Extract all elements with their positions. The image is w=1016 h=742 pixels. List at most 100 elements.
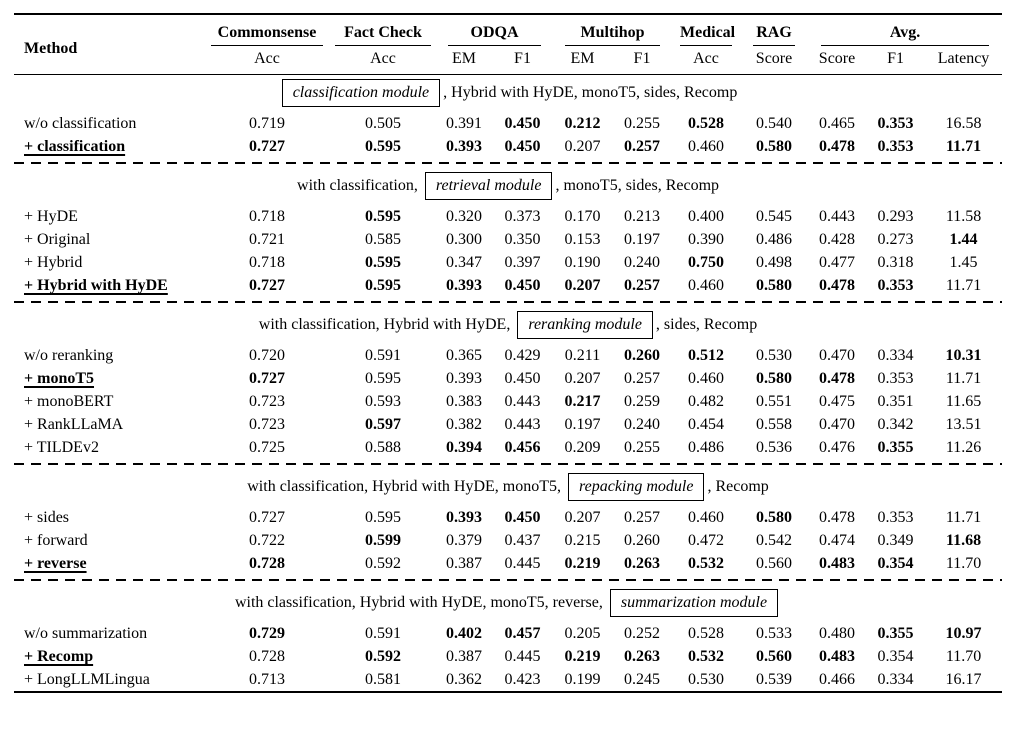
value-cell: 11.68	[945, 532, 982, 549]
sub-header-multihop-f1: F1	[612, 46, 673, 75]
value-cell: 0.423	[504, 671, 541, 688]
value-cell: 0.450	[504, 115, 541, 132]
table-row: + reverse 0.728 0.592 0.387 0.445 0.219 0.263 0…	[14, 552, 1002, 575]
sub-header-rag-score: Score	[740, 46, 809, 75]
value-cell: 0.536	[756, 439, 793, 456]
ablation-results-table: Method Commonsense Fact Check ODQA Multi…	[14, 13, 1003, 693]
value-cell: 0.393	[446, 509, 482, 526]
section-config-post-text: , sides, Recomp	[655, 316, 758, 333]
value-cell: 0.477	[819, 254, 856, 271]
value-cell: 0.476	[819, 439, 856, 456]
value-cell: 0.592	[365, 555, 401, 572]
value-cell: 0.199	[564, 671, 601, 688]
value-cell: 0.257	[624, 277, 660, 294]
method-cell: + forward	[24, 532, 88, 549]
value-cell: 11.65	[945, 393, 982, 410]
value-cell: 0.480	[819, 625, 856, 642]
value-cell: 0.713	[249, 671, 285, 688]
value-cell: 0.257	[624, 138, 660, 155]
dashed-separator-row	[14, 575, 1003, 585]
group-header-rag: RAG	[740, 14, 808, 46]
value-cell: 0.729	[249, 625, 285, 642]
method-cell: + reverse	[24, 555, 87, 572]
value-cell: 0.528	[688, 625, 725, 642]
value-cell: 0.390	[688, 231, 725, 248]
value-cell: 0.457	[504, 625, 541, 642]
value-cell: 0.373	[504, 208, 541, 225]
value-cell: 0.460	[688, 277, 725, 294]
section-config-post-text: , Recomp	[707, 478, 769, 495]
value-cell: 0.591	[365, 347, 401, 364]
value-cell: 0.240	[624, 416, 660, 433]
value-cell: 0.259	[624, 393, 660, 410]
module-name-box: repacking module	[567, 473, 705, 501]
value-cell: 0.257	[624, 509, 660, 526]
value-cell: 11.71	[945, 370, 982, 387]
value-cell: 0.450	[504, 370, 541, 387]
table-row: + sides 0.727 0.595 0.393 0.450 0.207 0.257 0.4…	[14, 506, 1002, 529]
value-cell: 0.443	[504, 393, 541, 410]
value-cell: 0.466	[819, 671, 856, 688]
table-row: + forward 0.722 0.599 0.379 0.437 0.215 0.260 0…	[14, 529, 1002, 552]
section-header-cell: with classification, Hybrid with HyDE, m…	[14, 469, 1002, 506]
value-cell: 16.58	[945, 115, 982, 132]
table-row: + TILDEv2 0.725 0.588 0.394 0.456 0.209 0.255 0…	[14, 436, 1002, 459]
value-cell: 0.720	[249, 347, 285, 364]
value-cell: 0.540	[756, 115, 793, 132]
value-cell: 0.460	[688, 370, 725, 387]
value-cell: 0.334	[877, 671, 914, 688]
value-cell: 0.211	[564, 347, 601, 364]
value-cell: 0.245	[624, 671, 660, 688]
section-header-cell: with classification, Hybrid with HyDE, m…	[14, 585, 1002, 622]
value-cell: 0.263	[624, 648, 660, 665]
value-cell: 0.478	[819, 138, 856, 155]
value-cell: 0.382	[446, 416, 482, 433]
value-cell: 0.197	[624, 231, 660, 248]
dashed-separator-cell	[14, 575, 1003, 585]
table-row: + monoBERT 0.723 0.593 0.383 0.443 0.217 0.259…	[14, 390, 1002, 413]
value-cell: 1.44	[949, 231, 978, 248]
value-cell: 0.530	[756, 347, 793, 364]
value-cell: 0.354	[877, 555, 914, 572]
section-header-cell: classification module, Hybrid with HyDE,…	[14, 75, 1002, 113]
group-header-commonsense: Commonsense	[204, 14, 330, 46]
value-cell: 0.207	[564, 509, 601, 526]
value-cell: 0.560	[756, 648, 793, 665]
value-cell: 11.58	[945, 208, 982, 225]
section-config-pre-text: with classification, Hybrid with HyDE,	[258, 316, 515, 333]
value-cell: 0.533	[756, 625, 793, 642]
value-cell: 0.750	[688, 254, 725, 271]
group-label: Avg.	[889, 24, 921, 41]
value-cell: 0.595	[365, 138, 401, 155]
value-cell: 0.723	[249, 393, 285, 410]
group-label: Multihop	[580, 24, 645, 41]
value-cell: 0.387	[446, 648, 482, 665]
value-cell: 0.355	[877, 625, 914, 642]
value-cell: 0.397	[504, 254, 541, 271]
value-cell: 0.428	[819, 231, 856, 248]
value-cell: 0.383	[446, 393, 482, 410]
method-cell: w/o classification	[24, 115, 137, 132]
section-config-line: with classification, retrieval module, m…	[14, 172, 1002, 200]
value-cell: 0.437	[504, 532, 541, 549]
sub-header-avg-latency: Latency	[925, 46, 1003, 75]
value-cell: 0.595	[365, 509, 401, 526]
dashed-separator-line	[14, 579, 1003, 581]
value-cell: 0.580	[756, 509, 793, 526]
table-row: + Recomp 0.728 0.592 0.387 0.445 0.219 0.263 0.…	[14, 645, 1002, 668]
section-config-line: with classification, Hybrid with HyDE, r…	[14, 311, 1002, 339]
section-config-line: with classification, Hybrid with HyDE, m…	[14, 473, 1002, 501]
value-cell: 0.300	[446, 231, 482, 248]
value-cell: 0.478	[819, 277, 856, 294]
value-cell: 0.599	[365, 532, 401, 549]
value-cell: 0.391	[446, 115, 482, 132]
value-cell: 0.353	[877, 138, 914, 155]
value-cell: 0.445	[504, 555, 541, 572]
value-cell: 0.354	[877, 648, 914, 665]
table-row: + Hybrid 0.718 0.595 0.347 0.397 0.190 0.240 0.…	[14, 251, 1002, 274]
value-cell: 0.350	[504, 231, 541, 248]
group-header-odqa: ODQA	[436, 14, 553, 46]
value-cell: 0.209	[564, 439, 601, 456]
method-cell: + Recomp	[24, 648, 94, 665]
sub-header-multihop-em: EM	[553, 46, 612, 75]
